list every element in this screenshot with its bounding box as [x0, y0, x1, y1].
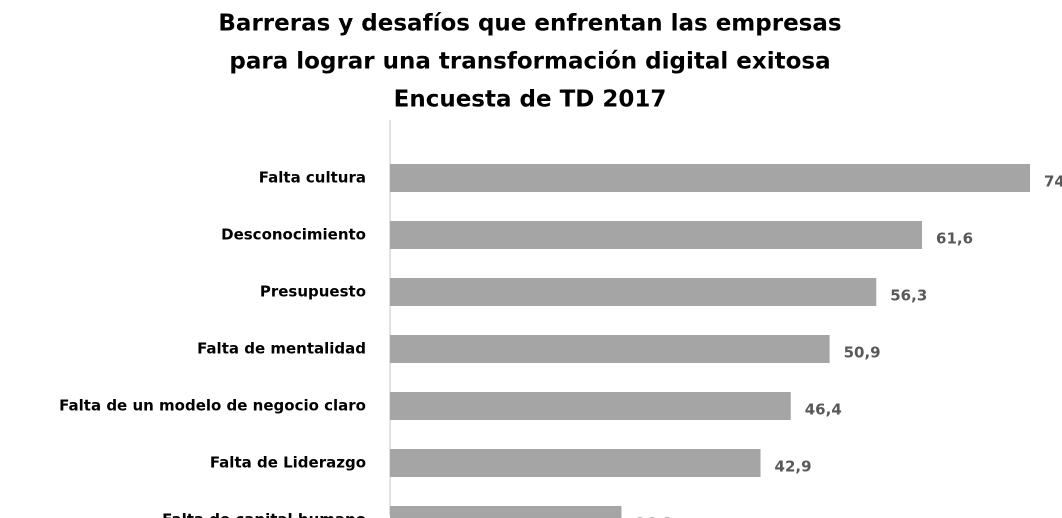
category-label: Presupuesto — [260, 283, 366, 301]
chart-title: para lograr una transformación digital e… — [229, 49, 830, 75]
category-label: Falta de Liderazgo — [210, 454, 366, 472]
bar — [390, 164, 1030, 192]
data-label: 61,6 — [936, 230, 973, 248]
data-label: 74,1 — [1044, 173, 1062, 191]
bar — [390, 392, 791, 420]
category-label: Desconocimiento — [221, 226, 366, 244]
bar — [390, 221, 923, 249]
data-label: 26,8 — [635, 515, 672, 518]
category-label: Falta de mentalidad — [197, 340, 366, 358]
data-label: 46,4 — [805, 401, 842, 419]
chart-title: Barreras y desafíos que enfrentan las em… — [218, 11, 841, 37]
bar — [390, 335, 830, 363]
data-label: 42,9 — [775, 458, 812, 476]
bar — [390, 449, 761, 477]
bar — [390, 278, 877, 306]
chart-title: Encuesta de TD 2017 — [394, 87, 667, 113]
data-label: 56,3 — [890, 287, 927, 305]
category-label: Falta de un modelo de negocio claro — [59, 397, 366, 415]
bar — [390, 506, 622, 518]
data-label: 50,9 — [844, 344, 881, 362]
category-label: Falta de capital humano — [162, 511, 366, 518]
category-label: Falta cultura — [259, 169, 366, 187]
